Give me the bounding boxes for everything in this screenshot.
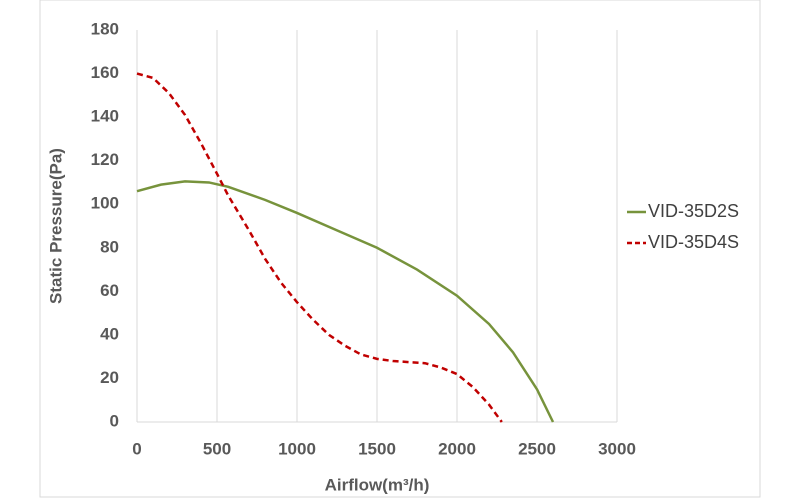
x-tick-label: 2000 — [438, 439, 476, 458]
y-tick-label: 140 — [91, 107, 119, 126]
y-tick-label: 120 — [91, 150, 119, 169]
y-tick-label: 20 — [100, 368, 119, 387]
y-tick-label: 180 — [91, 19, 119, 38]
series-line — [136, 72, 503, 423]
y-tick-label: 40 — [100, 324, 119, 343]
chart-frame — [39, 0, 761, 498]
y-tick-label: 100 — [91, 194, 119, 213]
x-tick-label: 1000 — [278, 439, 316, 458]
y-tick-label: 160 — [91, 63, 119, 82]
series-line — [136, 180, 555, 423]
x-tick-label: 3000 — [598, 439, 636, 458]
x-tick-label: 2500 — [518, 439, 556, 458]
legend-label: VID-35D4S — [648, 232, 739, 252]
y-axis-label: Static Pressure(Pa) — [46, 148, 65, 304]
y-tick-label: 80 — [100, 237, 119, 256]
x-tick-label: 500 — [203, 439, 231, 458]
legend-label: VID-35D2S — [648, 201, 739, 221]
y-tick-label: 0 — [110, 411, 119, 430]
x-tick-label: 1500 — [358, 439, 396, 458]
x-tick-label: 0 — [132, 439, 141, 458]
y-tick-label: 60 — [100, 281, 119, 300]
x-axis-label: Airflow(m³/h) — [325, 475, 430, 494]
